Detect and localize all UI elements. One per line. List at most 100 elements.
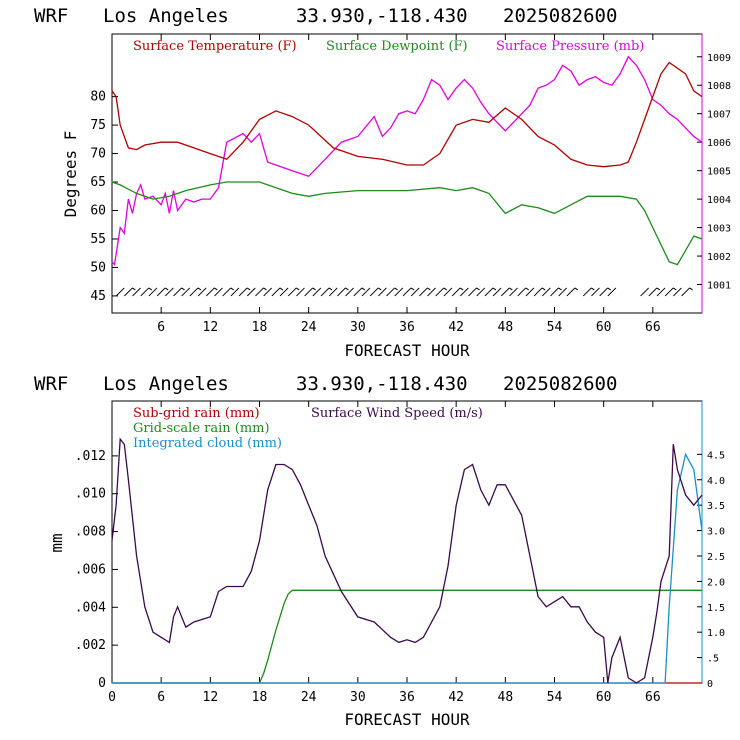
wind-barb-flag: [214, 287, 218, 291]
x-tick-label: 48: [498, 320, 514, 335]
panel-1-header-model: WRF: [34, 5, 68, 27]
wind-barb: [394, 287, 404, 297]
y-tick-label: 60: [90, 204, 106, 219]
wind-barb: [476, 287, 486, 297]
right-tick-label: 1009: [707, 53, 731, 64]
panel-1-y-axis-label: Degrees F: [61, 131, 80, 218]
wind-barb-flag: [246, 287, 251, 291]
x-tick-label: 42: [448, 320, 464, 335]
y-tick-label: .006: [75, 562, 106, 577]
wind-barb: [460, 287, 469, 297]
panel-2: WRF Los Angeles 33.930,-118.430 20250826…: [34, 373, 725, 729]
right-tick-label: 1008: [707, 81, 731, 92]
wind-barb: [681, 287, 690, 297]
wind-barb-flag: [197, 287, 202, 291]
wind-barb: [451, 287, 461, 297]
wind-barb-flag: [164, 287, 169, 291]
wind-barb: [312, 287, 322, 297]
wind-barb: [656, 287, 666, 297]
legend-surface-pressure: Surface Pressure (mb): [496, 39, 644, 54]
right-tick-label: 4.0: [707, 476, 725, 487]
wind-barb-flag: [410, 287, 415, 291]
right-tick-label: 0: [707, 679, 713, 690]
x-tick-label: 42: [448, 690, 464, 705]
right-tick-label: 2.0: [707, 577, 725, 588]
panel-2-y-ticks: 0 .002 .004 .006 .008 .010 .012: [75, 449, 118, 691]
wind-barb: [484, 287, 494, 297]
y-tick-label: 70: [90, 147, 106, 162]
wind-barb: [296, 287, 305, 297]
wind-barb: [115, 287, 125, 297]
legend-surface-wind-speed: Surface Wind Speed (m/s): [311, 406, 483, 421]
series-surface-pressure-line: [111, 55, 703, 267]
series-integrated-cloud-line: [112, 452, 703, 684]
wind-barb: [255, 287, 264, 297]
wind-barb-flag: [377, 287, 382, 291]
wind-barb: [558, 287, 568, 297]
wind-barb-flag: [345, 287, 349, 291]
panel-2-y-axis-label: mm: [47, 533, 66, 552]
wind-barb-flag: [476, 287, 480, 291]
wind-barb: [361, 287, 371, 297]
right-tick-label: 1001: [707, 281, 731, 292]
wind-barb: [320, 287, 330, 297]
panel-1: WRF Los Angeles 33.930,-118.430 20250826…: [34, 5, 731, 360]
wind-barb-flag: [591, 287, 595, 291]
y-tick-label: 75: [90, 118, 106, 133]
wind-barb: [124, 287, 133, 297]
panel-1-x-ticks: 6 12 18 24 30 36 42 48 54 60 66: [157, 34, 661, 335]
right-tick-label: 2.5: [707, 552, 725, 563]
x-tick-label: 18: [252, 320, 268, 335]
wind-barb-flag: [656, 287, 661, 291]
right-tick-label: .5: [707, 654, 719, 665]
wind-barb: [509, 287, 518, 297]
panel-2-right-ticks: 0 .5 1.0 1.5 2.0 2.5 3.0 3.5 4.0 4.5: [697, 450, 725, 690]
y-tick-label: 80: [90, 90, 106, 105]
wind-barb: [328, 287, 338, 297]
legend-gridscale-rain: Grid-scale rain (mm): [133, 421, 270, 436]
panel-2-x-axis-label: FORECAST HOUR: [344, 710, 470, 729]
wind-barb: [205, 287, 215, 297]
wind-barb: [640, 287, 649, 297]
wind-barb: [345, 287, 354, 297]
panel-2-header-coords: 33.930,-118.430: [296, 373, 468, 395]
panel-2-x-ticks: 0 6 12 18 24 30 36 42 48 54 60 66: [108, 401, 661, 705]
x-tick-label: 48: [498, 690, 514, 705]
wind-barb-flag: [132, 287, 136, 291]
wind-barb: [148, 287, 158, 297]
x-tick-label: 36: [399, 690, 415, 705]
wind-barb: [222, 287, 232, 297]
wind-barb-flag: [296, 287, 300, 291]
wind-barb: [279, 287, 289, 297]
wind-barb: [197, 287, 207, 297]
panel-1-x-axis-label: FORECAST HOUR: [344, 341, 470, 360]
x-tick-label: 36: [399, 320, 415, 335]
x-tick-label: 60: [596, 320, 612, 335]
x-tick-label: 30: [350, 320, 366, 335]
legend-subgrid-rain: Sub-grid rain (mm): [133, 406, 260, 421]
wind-barb: [263, 287, 273, 297]
wind-barb: [525, 287, 535, 297]
x-tick-label: 30: [350, 690, 366, 705]
wind-barb: [132, 287, 141, 297]
x-tick-label: 0: [108, 690, 116, 705]
wind-barb-flag: [361, 287, 366, 291]
y-tick-label: .008: [75, 525, 106, 540]
wind-barb-flag: [541, 287, 546, 291]
wind-barb: [533, 287, 543, 297]
wind-barb-flag: [230, 287, 234, 291]
wind-barb: [664, 287, 674, 297]
wind-barb: [443, 287, 453, 297]
wind-barb: [246, 287, 256, 297]
legend-surface-dewpoint: Surface Dewpoint (F): [326, 39, 468, 54]
wind-barb-flag: [279, 287, 284, 291]
panel-2-header-init: 2025082600: [503, 373, 617, 395]
wind-barb: [591, 287, 600, 297]
right-tick-label: 1003: [707, 224, 731, 235]
panel-1-plot-frame: [111, 33, 703, 314]
right-tick-label: 1004: [707, 195, 731, 206]
panel-1-header-location: Los Angeles: [103, 5, 229, 27]
right-tick-label: 1.5: [707, 603, 725, 614]
y-tick-label: .002: [75, 638, 106, 653]
x-tick-label: 6: [157, 320, 165, 335]
